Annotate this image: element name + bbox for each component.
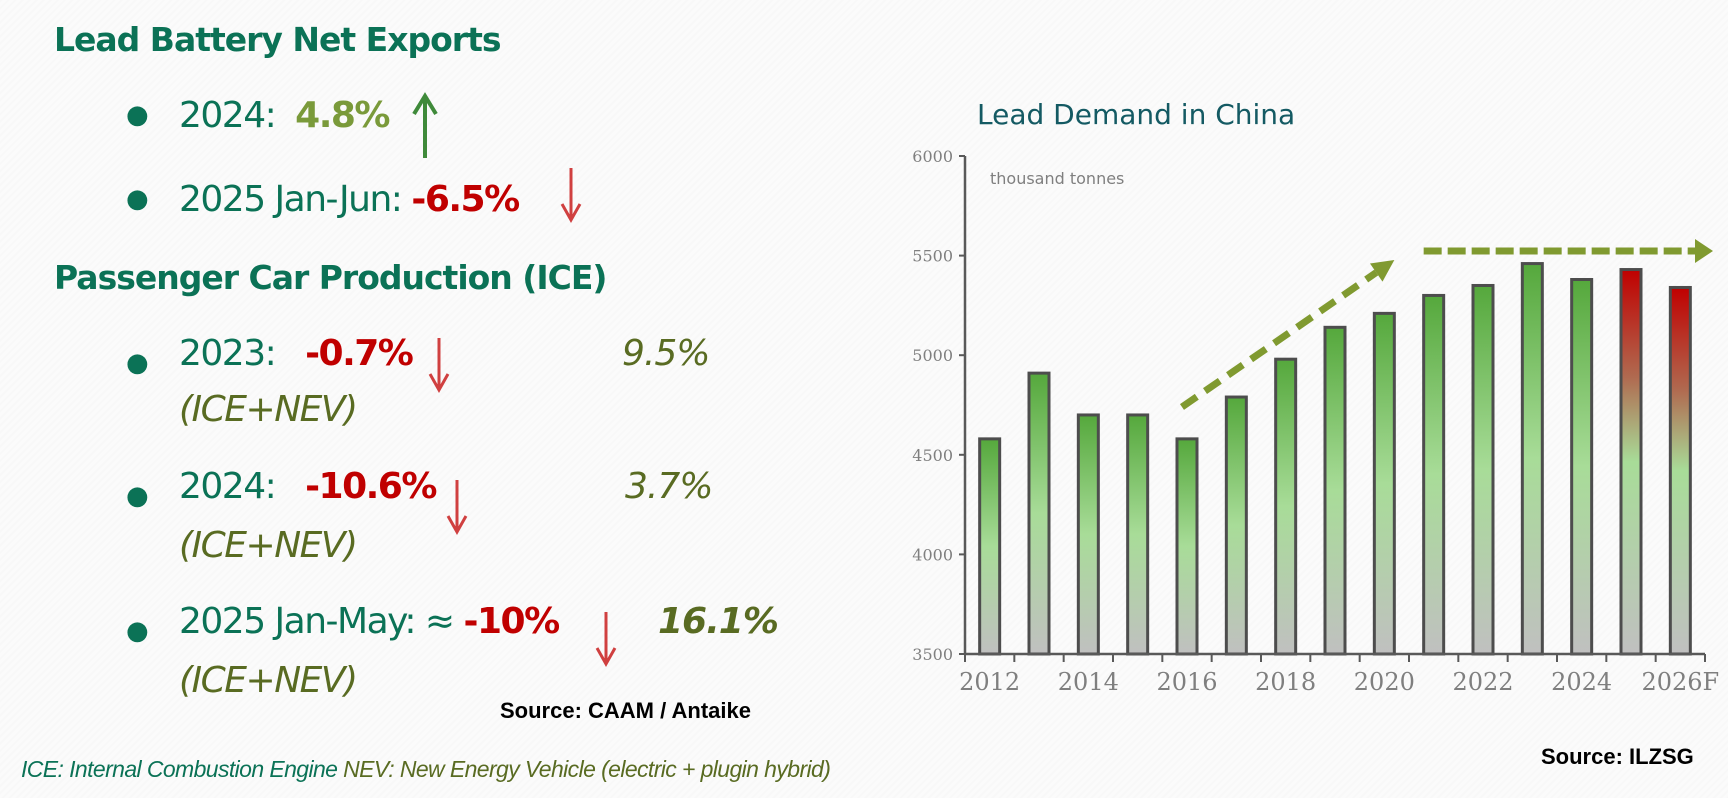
x-tick-label: 2012: [959, 668, 1020, 696]
total-growth-value: 16.1%: [658, 601, 779, 642]
item-value: -10%: [463, 601, 561, 642]
list-item: 2025 Jan-May: ≈ -10%: [179, 601, 561, 642]
source-caam: Source: CAAM / Antaike: [500, 698, 752, 723]
list-item: 2023: -0.7%: [179, 333, 414, 374]
y-tick-label: 4500: [912, 446, 953, 465]
arrow-down-icon: [560, 168, 582, 224]
y-axis-units: thousand tonnes: [990, 169, 1125, 188]
bullet-icon: ●: [126, 616, 149, 646]
bar-2026F: [1668, 285, 1692, 656]
arrow-down-icon: [428, 338, 450, 394]
list-item: ●: [126, 616, 149, 646]
item-value: 4.8%: [295, 95, 390, 136]
bar-2016: [1175, 437, 1199, 656]
section-heading-exports: Lead Battery Net Exports: [54, 20, 501, 59]
x-tick-label: 2020: [1354, 668, 1415, 696]
bar-2013: [1027, 371, 1051, 656]
bullet-icon: ●: [126, 348, 149, 378]
x-tick-label: 2016: [1156, 668, 1217, 696]
item-label: 2023:: [179, 333, 277, 374]
item-label: 2024:: [179, 95, 277, 136]
arrow-up-icon: [412, 92, 438, 158]
total-growth-value: 3.7%: [625, 466, 713, 507]
bar-2019: [1323, 325, 1347, 656]
arrow-down-icon: [446, 480, 468, 536]
list-item: 2024: -10.6%: [179, 466, 437, 507]
y-tick-label: 5500: [912, 247, 953, 266]
trend-arrow-rising-head: [1369, 260, 1395, 282]
bar-2025: [1619, 268, 1643, 656]
bar-2024: [1570, 278, 1594, 656]
item-label: 2025 Jan-May: ≈: [179, 601, 455, 642]
item-value: -0.7%: [305, 333, 414, 374]
bar-2018: [1274, 357, 1298, 656]
bar-2021: [1422, 293, 1446, 656]
bar-2017: [1224, 395, 1248, 656]
y-tick-label: 6000: [912, 147, 953, 166]
x-tick-label: 2024: [1551, 668, 1612, 696]
y-tick-label: 4000: [912, 545, 953, 564]
list-item: ●: [126, 481, 149, 511]
bullet-icon: ●: [126, 481, 149, 511]
x-tick-label: 2022: [1452, 668, 1513, 696]
x-tick-label: 2014: [1058, 668, 1119, 696]
x-tick-label: 2018: [1255, 668, 1316, 696]
total-growth-label: (ICE+NEV): [179, 525, 358, 566]
bar-2014: [1076, 413, 1100, 656]
list-item: 2024: 4.8%: [179, 95, 390, 136]
source-ilzsg: Source: ILZSG: [1541, 744, 1694, 769]
footnote-nev: NEV: New Energy Vehicle (electric + plug…: [343, 756, 831, 782]
list-item: ●: [126, 184, 149, 214]
list-item: 2025 Jan-Jun: -6.5%: [179, 179, 520, 220]
y-tick-label: 3500: [912, 645, 953, 664]
footnote-ice: ICE: Internal Combustion Engine: [21, 756, 338, 782]
bar-2020: [1372, 311, 1396, 656]
section-heading-production: Passenger Car Production (ICE): [54, 258, 607, 297]
total-growth-label: (ICE+NEV): [179, 389, 358, 430]
bar-2012: [978, 437, 1002, 656]
arrow-down-icon: [595, 612, 617, 668]
bar-2015: [1126, 413, 1150, 656]
list-item: ●: [126, 100, 149, 130]
x-tick-label: 2026F: [1641, 668, 1719, 696]
item-value: -6.5%: [411, 179, 520, 220]
trend-arrow-rising: [1180, 269, 1379, 410]
bullet-icon: ●: [126, 100, 149, 130]
trend-arrow-flat-head: [1695, 239, 1713, 263]
item-label: 2025 Jan-Jun:: [179, 179, 403, 220]
total-growth-label: (ICE+NEV): [179, 660, 358, 701]
bar-2022: [1471, 283, 1495, 656]
chart-title: Lead Demand in China: [977, 98, 1296, 131]
item-label: 2024:: [179, 466, 277, 507]
list-item: ●: [126, 348, 149, 378]
footnote: ICE: Internal Combustion Engine NEV: New…: [21, 756, 831, 783]
bullet-icon: ●: [126, 184, 149, 214]
total-growth-value: 9.5%: [622, 333, 710, 374]
item-value: -10.6%: [305, 466, 437, 507]
bar-2023: [1520, 262, 1544, 656]
y-tick-label: 5000: [912, 346, 953, 365]
